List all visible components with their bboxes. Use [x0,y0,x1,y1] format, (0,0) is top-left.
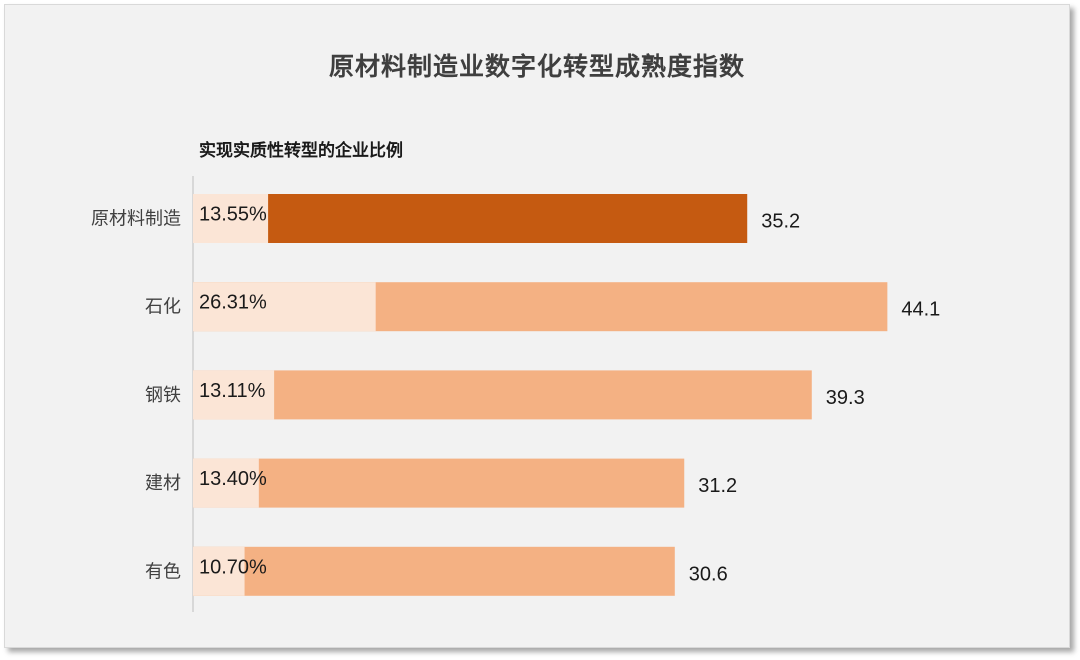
value-label-0: 35.2 [761,211,800,233]
category-label-2: 钢铁 [145,385,181,406]
value-label-2: 39.3 [826,387,865,409]
chart-subtitle: 实现实质性转型的企业比例 [199,141,403,161]
value-label-4: 30.6 [689,563,728,585]
share-label-1: 26.31% [199,292,267,314]
bar-3 [193,458,685,508]
category-label-3: 建材 [145,473,181,494]
share-label-0: 13.55% [199,204,267,226]
category-label-1: 石化 [145,297,181,318]
value-label-1: 44.1 [901,299,940,321]
bar-4 [193,546,675,596]
share-bar-3 [193,458,259,508]
category-label-4: 有色 [145,561,181,582]
chart-title: 原材料制造业数字化转型成熟度指数 [328,52,745,81]
share-label-2: 13.11% [199,380,266,402]
share-bar-2 [193,370,275,420]
share-bar-0 [193,194,269,243]
share-label-4: 10.70% [199,556,267,578]
share-bar-1 [193,282,376,332]
value-label-3: 31.2 [698,475,737,497]
bar-2 [193,370,812,420]
share-bar-4 [193,546,245,596]
share-label-3: 13.40% [199,468,267,490]
category-label-0: 原材料制造 [91,209,181,230]
bar-0 [193,194,748,243]
